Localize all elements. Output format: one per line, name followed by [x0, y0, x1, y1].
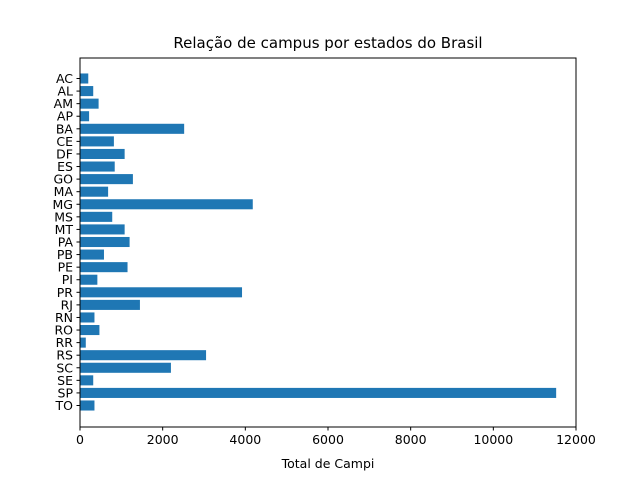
x-axis-label: Total de Campi [281, 456, 375, 471]
y-tick-label-mt: MT [55, 222, 74, 237]
y-tick-label-rj: RJ [61, 297, 73, 312]
y-axis: ACALAMAPBACEDFESGOMAMGMSMTPAPBPEPIPRRJRN… [53, 71, 80, 413]
y-tick-label-al: AL [57, 84, 73, 99]
x-tick-label-10000: 10000 [473, 432, 513, 447]
x-tick-label-0: 0 [76, 432, 84, 447]
y-tick-label-pa: PA [58, 235, 74, 250]
bar-ap [80, 111, 90, 122]
y-tick-label-pe: PE [58, 260, 74, 275]
y-tick-label-pr: PR [57, 285, 74, 300]
y-tick-label-go: GO [53, 172, 73, 187]
bar-pr [80, 287, 243, 298]
bar-rn [80, 312, 95, 323]
bar-pi [80, 274, 98, 285]
bar-ce [80, 136, 114, 147]
y-tick-label-ac: AC [56, 71, 73, 86]
y-tick-label-ap: AP [57, 109, 74, 124]
x-tick-label-8000: 8000 [395, 432, 427, 447]
bar-rr [80, 337, 86, 348]
y-tick-label-pi: PI [62, 272, 73, 287]
y-tick-label-ro: RO [54, 323, 73, 338]
y-tick-label-pb: PB [57, 247, 73, 262]
y-tick-label-am: AM [54, 96, 73, 111]
y-tick-label-to: TO [55, 398, 74, 413]
bar-mg [80, 199, 253, 210]
y-tick-label-es: ES [57, 159, 73, 174]
bar-ma [80, 186, 109, 197]
bar-ba [80, 123, 185, 134]
bar-al [80, 86, 94, 97]
x-tick-label-2000: 2000 [147, 432, 179, 447]
x-tick-label-4000: 4000 [229, 432, 261, 447]
x-axis: 0 2000 4000 6000 8000 10000 12000 [76, 427, 596, 447]
bar-pa [80, 236, 130, 248]
bars-group [80, 73, 557, 411]
y-tick-label-ms: MS [54, 209, 73, 224]
y-tick-label-rr: RR [56, 335, 74, 350]
bar-es [80, 161, 115, 172]
bar-go [80, 174, 133, 185]
y-tick-label-ba: BA [56, 121, 74, 136]
bar-pb [80, 249, 104, 260]
y-tick-label-rs: RS [56, 348, 73, 363]
y-tick-label-rn: RN [55, 310, 73, 325]
plot-frame [79, 57, 577, 428]
bar-rj [80, 299, 140, 310]
y-tick-label-mg: MG [53, 197, 73, 212]
y-tick-label-sc: SC [56, 360, 73, 375]
bar-to [80, 400, 95, 411]
bar-ro [80, 325, 100, 336]
bar-se [80, 375, 94, 386]
chart-title: Relação de campus por estados do Brasil [173, 34, 482, 52]
bar-am [80, 98, 99, 109]
bar-sp [80, 387, 557, 398]
bar-pe [80, 262, 128, 273]
y-tick-label-ce: CE [56, 134, 73, 149]
bar-sc [80, 362, 171, 373]
bar-df [80, 148, 125, 159]
x-tick-label-6000: 6000 [312, 432, 344, 447]
x-tick-label-12000: 12000 [556, 432, 596, 447]
y-tick-label-df: DF [56, 146, 73, 161]
y-tick-label-sp: SP [58, 385, 74, 400]
bar-rs [80, 350, 207, 361]
bar-ac [80, 73, 89, 84]
y-tick-label-se: SE [57, 373, 73, 388]
bar-ms [80, 211, 113, 222]
bar-mt [80, 224, 125, 235]
y-tick-label-ma: MA [54, 184, 74, 199]
